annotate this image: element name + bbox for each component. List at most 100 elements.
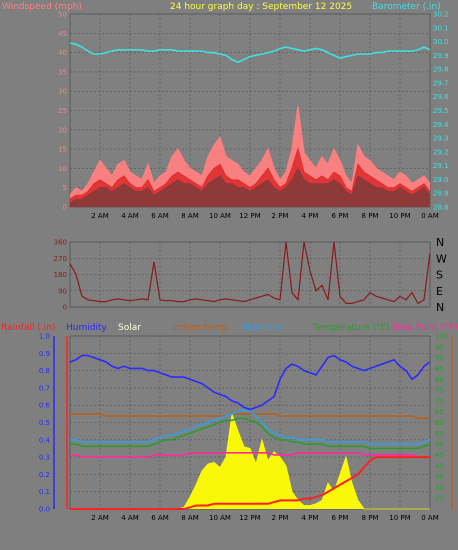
wind-y-tick: 30 — [58, 88, 67, 96]
x-tick-label: 6 PM — [332, 514, 349, 522]
rain-y-tick: 0.5 — [39, 419, 50, 427]
temp-y-tick: 75 — [435, 387, 444, 395]
baro-y-tick: 30.1 — [433, 24, 449, 32]
baro-y-tick: 30.0 — [433, 38, 449, 46]
direction-y-tick: 270 — [54, 255, 67, 263]
x-tick-label: 8 PM — [362, 212, 379, 220]
wind-y-tick: 50 — [58, 11, 67, 19]
x-tick-label: 4 PM — [302, 514, 319, 522]
x-tick-label: 10 PM — [389, 212, 410, 220]
compass-label: N — [436, 236, 444, 249]
baro-y-tick: 29.5 — [433, 107, 449, 115]
compass-label: S — [436, 269, 443, 282]
x-tick-label: 4 AM — [121, 514, 139, 522]
baro-y-tick: 29.2 — [433, 148, 449, 156]
temp-y-tick: 50 — [435, 441, 444, 449]
baro-y-tick: 29.0 — [433, 176, 449, 184]
rainfall-series — [70, 456, 430, 510]
baro-y-tick: 29.4 — [433, 121, 449, 129]
indoor_temp-series — [70, 413, 430, 420]
temp-y-tick: 30 — [435, 484, 444, 492]
wind-y-tick: 45 — [58, 30, 67, 38]
x-tick-label: 10 AM — [209, 514, 231, 522]
x-tick-label: 2 AM — [91, 514, 109, 522]
average-series — [69, 167, 431, 204]
x-tick-label: 2 PM — [272, 514, 289, 522]
direction-y-tick: 90 — [58, 287, 67, 295]
temp-y-tick: 95 — [435, 343, 444, 351]
wind-y-tick: 0 — [63, 204, 67, 212]
x-tick-label: 6 AM — [151, 212, 169, 220]
rain-y-tick: 0.8 — [39, 367, 50, 375]
x-tick-label: 12 PM — [239, 212, 260, 220]
humidity-series — [69, 354, 431, 411]
baro-y-tick: 29.1 — [433, 162, 449, 170]
x-tick-label: 4 PM — [302, 212, 319, 220]
x-tick-label: 8 PM — [362, 514, 379, 522]
rain-y-tick: 0.1 — [39, 488, 50, 496]
rain-y-tick: 0.4 — [39, 436, 51, 444]
baro-y-tick: 29.8 — [433, 66, 449, 74]
compass-label: W — [436, 252, 447, 265]
legend-solar: Solar — [118, 323, 141, 333]
rain-y-tick: 1.0 — [39, 333, 50, 341]
rain-y-tick: 0.9 — [39, 350, 50, 358]
x-tick-label: 2 PM — [272, 212, 289, 220]
temp-y-tick: 100 — [435, 333, 448, 341]
baro-y-tick: 29.9 — [433, 52, 449, 60]
legend-indoor-temp: Indoor temp — [172, 323, 227, 333]
legend-dew-point: Dew Point (°F) — [393, 323, 458, 333]
wind-y-tick: 10 — [58, 165, 67, 173]
direction-y-tick: 0 — [63, 304, 67, 312]
baro-y-tick: 28.9 — [433, 190, 449, 198]
x-tick-label: 8 AM — [181, 212, 199, 220]
wind_direction-series — [69, 241, 431, 305]
wind-y-tick: 15 — [58, 146, 67, 154]
barometer-axis-title: Barometer (.in) — [372, 2, 441, 12]
temp-y-tick: 40 — [435, 462, 444, 470]
temp-y-tick: 25 — [435, 495, 444, 503]
wind-y-tick: 25 — [58, 107, 67, 115]
temperature-series — [70, 417, 431, 450]
baro-y-tick: 28.8 — [433, 204, 449, 212]
baro-y-tick: 30.2 — [433, 11, 449, 19]
x-tick-label: 4 AM — [121, 212, 139, 220]
temp-y-tick: 85 — [435, 365, 444, 373]
rain-y-tick: 0.2 — [39, 471, 50, 479]
rain-y-tick: 0.6 — [39, 402, 51, 410]
legend-humidity: Humidity — [66, 323, 107, 333]
rain-y-tick: 0.0 — [39, 506, 50, 514]
wind-y-tick: 35 — [58, 68, 67, 76]
speed-series — [69, 146, 431, 200]
x-tick-label: 10 AM — [209, 212, 231, 220]
legend-humidex: Humidex — [243, 323, 284, 333]
baro-y-tick: 29.6 — [433, 93, 449, 101]
direction-y-tick: 180 — [54, 271, 67, 279]
dew_point-series — [70, 451, 430, 458]
temp-y-tick: 70 — [435, 397, 444, 405]
temp-y-tick: 60 — [435, 419, 444, 427]
x-tick-label: 8 AM — [181, 514, 199, 522]
temp-y-tick: 45 — [435, 451, 444, 459]
humidex-series — [70, 408, 431, 445]
wind-y-tick: 20 — [58, 126, 67, 134]
legend-temperature: Temperature (°F) — [312, 323, 390, 333]
compass-label: E — [436, 285, 443, 298]
x-tick-label: 0 AM — [421, 514, 439, 522]
temp-y-tick: 90 — [435, 354, 444, 362]
x-tick-label: 12 PM — [239, 514, 260, 522]
x-tick-label: 2 AM — [91, 212, 109, 220]
compass-label: N — [436, 301, 444, 314]
x-tick-label: 10 PM — [389, 514, 410, 522]
temp-y-tick: 35 — [435, 473, 444, 481]
wind-y-tick: 40 — [58, 49, 67, 57]
x-tick-label: 6 PM — [332, 212, 349, 220]
rain-y-tick: 0.3 — [39, 454, 50, 462]
windspeed-axis-title: Windspeed (mph) — [2, 2, 82, 12]
baro-y-tick: 29.3 — [433, 135, 449, 143]
wind-y-tick: 5 — [63, 184, 67, 192]
average-series-area — [70, 168, 430, 207]
barometer-series — [69, 42, 431, 64]
legend-rainfall: Rainfall (.in) — [1, 323, 55, 333]
